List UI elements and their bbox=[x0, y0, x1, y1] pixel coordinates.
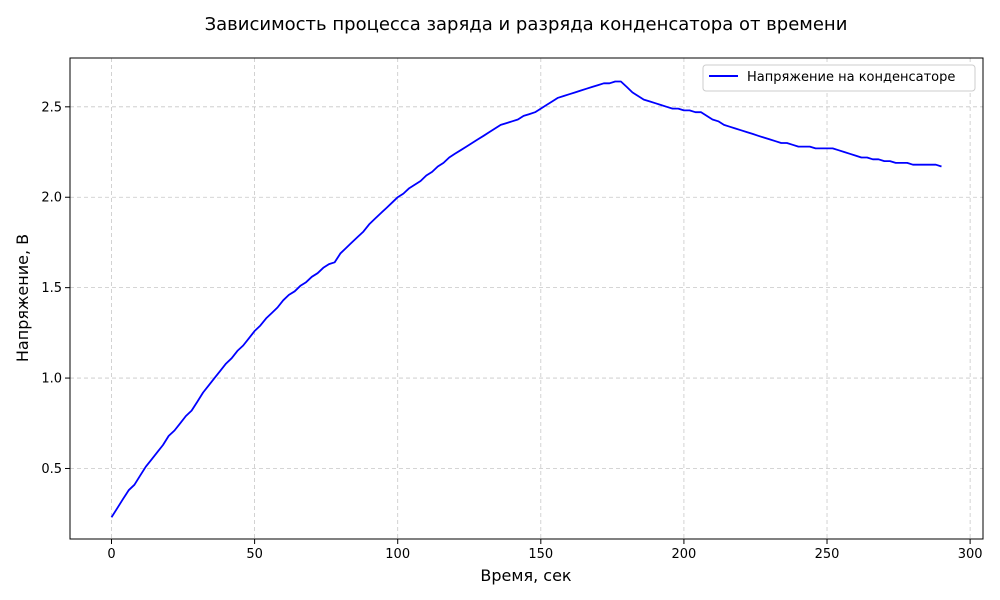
x-axis-label: Время, сек bbox=[480, 566, 571, 585]
y-axis-label: Напряжение, В bbox=[13, 234, 32, 362]
x-tick-label: 0 bbox=[107, 547, 115, 562]
x-tick-label: 250 bbox=[815, 547, 840, 562]
x-tick-label: 100 bbox=[385, 547, 410, 562]
y-tick-label: 2.5 bbox=[41, 100, 62, 115]
y-tick-label: 1.0 bbox=[41, 372, 62, 387]
x-tick-label: 150 bbox=[528, 547, 553, 562]
axis-ticks: 0 50 100 150 200 250 300 0.5 1.0 1.5 2.0 2.5 bbox=[41, 100, 982, 562]
series-layer bbox=[110, 80, 942, 518]
legend-entry: Напряжение на конденсаторе bbox=[747, 70, 955, 85]
x-tick-label: 300 bbox=[958, 547, 983, 562]
y-tick-label: 0.5 bbox=[41, 462, 62, 477]
x-tick-label: 50 bbox=[246, 547, 263, 562]
y-tick-label: 1.5 bbox=[41, 281, 62, 296]
plot-frame bbox=[69, 57, 984, 540]
legend: Напряжение на конденсаторе bbox=[702, 64, 976, 92]
chart-title: Зависимость процесса заряда и разряда ко… bbox=[205, 14, 848, 35]
series-line bbox=[110, 80, 942, 518]
y-tick-label: 2.0 bbox=[41, 191, 62, 206]
x-tick-label: 200 bbox=[671, 547, 696, 562]
grid bbox=[70, 58, 983, 539]
legend-box bbox=[702, 64, 976, 92]
